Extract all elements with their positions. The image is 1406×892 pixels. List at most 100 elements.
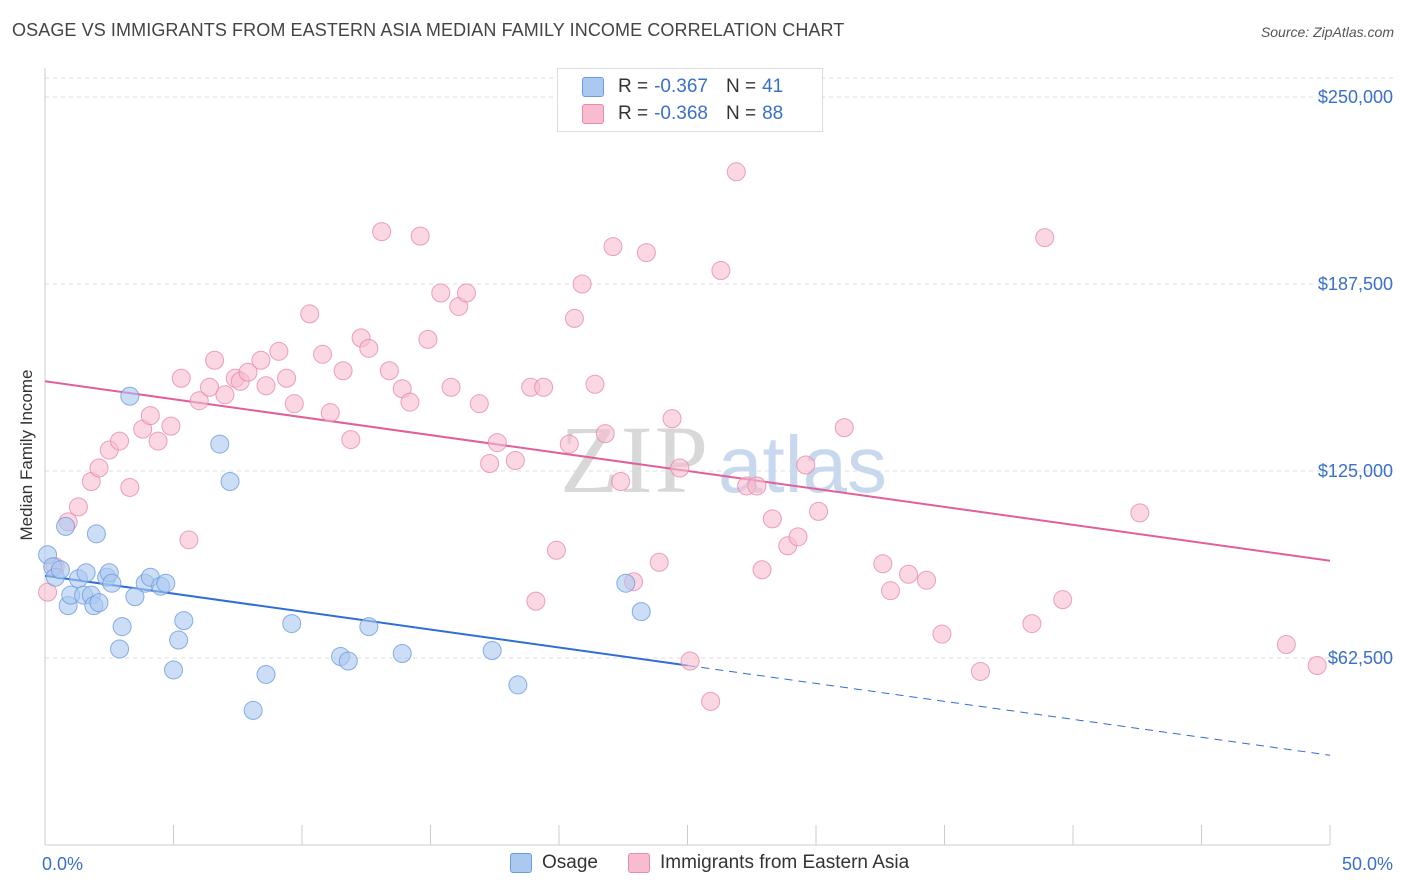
data-point-immigrants	[670, 458, 690, 478]
data-point-osage	[76, 563, 96, 583]
data-point-osage	[631, 602, 651, 622]
legend-r-label: R =	[618, 103, 649, 124]
data-point-immigrants	[320, 403, 340, 423]
data-point-immigrants	[379, 361, 399, 381]
legend-label-immigrants: Immigrants from Eastern Asia	[659, 852, 910, 873]
data-point-immigrants	[256, 376, 276, 396]
data-point-immigrants	[505, 451, 525, 471]
data-point-immigrants	[762, 509, 782, 529]
data-point-immigrants	[932, 624, 952, 644]
data-point-osage	[56, 516, 76, 536]
data-point-immigrants	[333, 361, 353, 381]
data-point-osage	[508, 675, 528, 695]
data-point-immigrants	[873, 554, 893, 574]
data-point-osage	[616, 573, 636, 593]
y-tick-label: $62,500	[1328, 648, 1393, 668]
data-point-immigrants	[701, 691, 721, 711]
data-point-osage	[110, 639, 130, 659]
data-point-immigrants	[796, 455, 816, 475]
data-point-immigrants	[418, 329, 438, 349]
data-point-immigrants	[171, 368, 191, 388]
data-point-immigrants	[189, 391, 209, 411]
legend-item-osage[interactable]: Osage	[510, 852, 598, 874]
data-point-immigrants	[400, 392, 420, 412]
data-point-immigrants	[140, 406, 160, 426]
data-point-immigrants	[341, 430, 361, 450]
data-point-immigrants	[680, 651, 700, 671]
data-point-immigrants	[917, 570, 937, 590]
data-point-immigrants	[595, 424, 615, 444]
data-point-osage	[174, 611, 194, 631]
data-point-immigrants	[1307, 655, 1327, 675]
source-label: Source: ZipAtlas.com	[1260, 24, 1394, 40]
data-point-immigrants	[809, 501, 829, 521]
data-points	[38, 162, 1327, 720]
data-point-immigrants	[546, 540, 566, 560]
legend-n-label: N =	[725, 103, 757, 124]
data-point-immigrants	[487, 433, 507, 453]
data-point-immigrants	[313, 344, 333, 364]
data-point-immigrants	[372, 222, 392, 242]
data-point-immigrants	[564, 308, 584, 328]
data-point-immigrants	[161, 416, 181, 436]
data-point-immigrants	[238, 362, 258, 382]
data-point-immigrants	[251, 350, 271, 370]
data-point-immigrants	[431, 283, 451, 303]
data-point-osage	[482, 641, 502, 661]
data-point-immigrants	[1053, 590, 1073, 610]
legend-swatch-osage	[510, 853, 532, 873]
data-point-immigrants	[788, 527, 808, 547]
legend-swatch-osage	[582, 77, 604, 97]
data-point-immigrants	[441, 377, 461, 397]
data-point-immigrants	[89, 458, 109, 478]
legend-r-label: R =	[618, 76, 649, 97]
legend-n-value: 88	[762, 103, 784, 124]
legend-item-immigrants[interactable]: Immigrants from Eastern Asia	[627, 852, 910, 874]
data-point-immigrants	[752, 560, 772, 580]
data-point-immigrants	[456, 283, 476, 303]
data-point-osage	[164, 660, 183, 680]
data-point-immigrants	[970, 661, 990, 681]
trend-line-osage-extension	[687, 664, 1331, 756]
data-point-osage	[89, 593, 109, 613]
data-point-immigrants	[300, 304, 320, 324]
data-point-immigrants	[611, 471, 631, 491]
legend-r-value: -0.367	[654, 76, 708, 97]
data-point-immigrants	[649, 552, 669, 572]
legend-row-osage: R = -0.367 N = 41	[582, 75, 783, 99]
data-point-immigrants	[559, 434, 579, 454]
data-point-immigrants	[277, 368, 297, 388]
y-tick-label: $187,500	[1318, 274, 1393, 294]
x-tick-label: 0.0%	[42, 854, 83, 874]
data-point-immigrants	[148, 431, 168, 451]
data-point-osage	[102, 573, 122, 593]
data-point-immigrants	[68, 497, 88, 517]
data-point-immigrants	[899, 564, 919, 584]
y-axis-label: Median Family Income	[17, 369, 36, 540]
data-point-immigrants	[572, 274, 592, 294]
data-point-osage	[86, 524, 106, 544]
legend-n-label: N =	[725, 76, 757, 97]
legend-label-osage: Osage	[542, 852, 598, 873]
data-point-immigrants	[747, 476, 767, 496]
tick-labels: $62,500 $125,000 $187,500 $250,000 0.0% 50.0%	[42, 87, 1393, 874]
data-point-osage	[125, 587, 145, 607]
data-point-immigrants	[284, 394, 304, 414]
data-point-osage	[392, 644, 412, 664]
chart-title: OSAGE VS IMMIGRANTS FROM EASTERN ASIA ME…	[12, 20, 845, 40]
data-point-immigrants	[1276, 635, 1296, 655]
data-point-immigrants	[38, 582, 58, 602]
x-tick-label: 50.0%	[1342, 854, 1393, 874]
data-point-immigrants	[359, 338, 379, 358]
data-point-osage	[282, 614, 302, 634]
data-point-immigrants	[881, 581, 901, 601]
data-point-osage	[220, 471, 240, 491]
data-point-osage	[112, 617, 132, 637]
data-point-immigrants	[726, 162, 746, 182]
legend-swatch-immigrants	[582, 104, 604, 124]
legend-swatch-immigrants	[627, 853, 650, 873]
data-point-immigrants	[179, 530, 199, 550]
data-point-immigrants	[410, 226, 430, 246]
data-point-osage	[50, 560, 70, 580]
data-point-osage	[256, 664, 276, 684]
